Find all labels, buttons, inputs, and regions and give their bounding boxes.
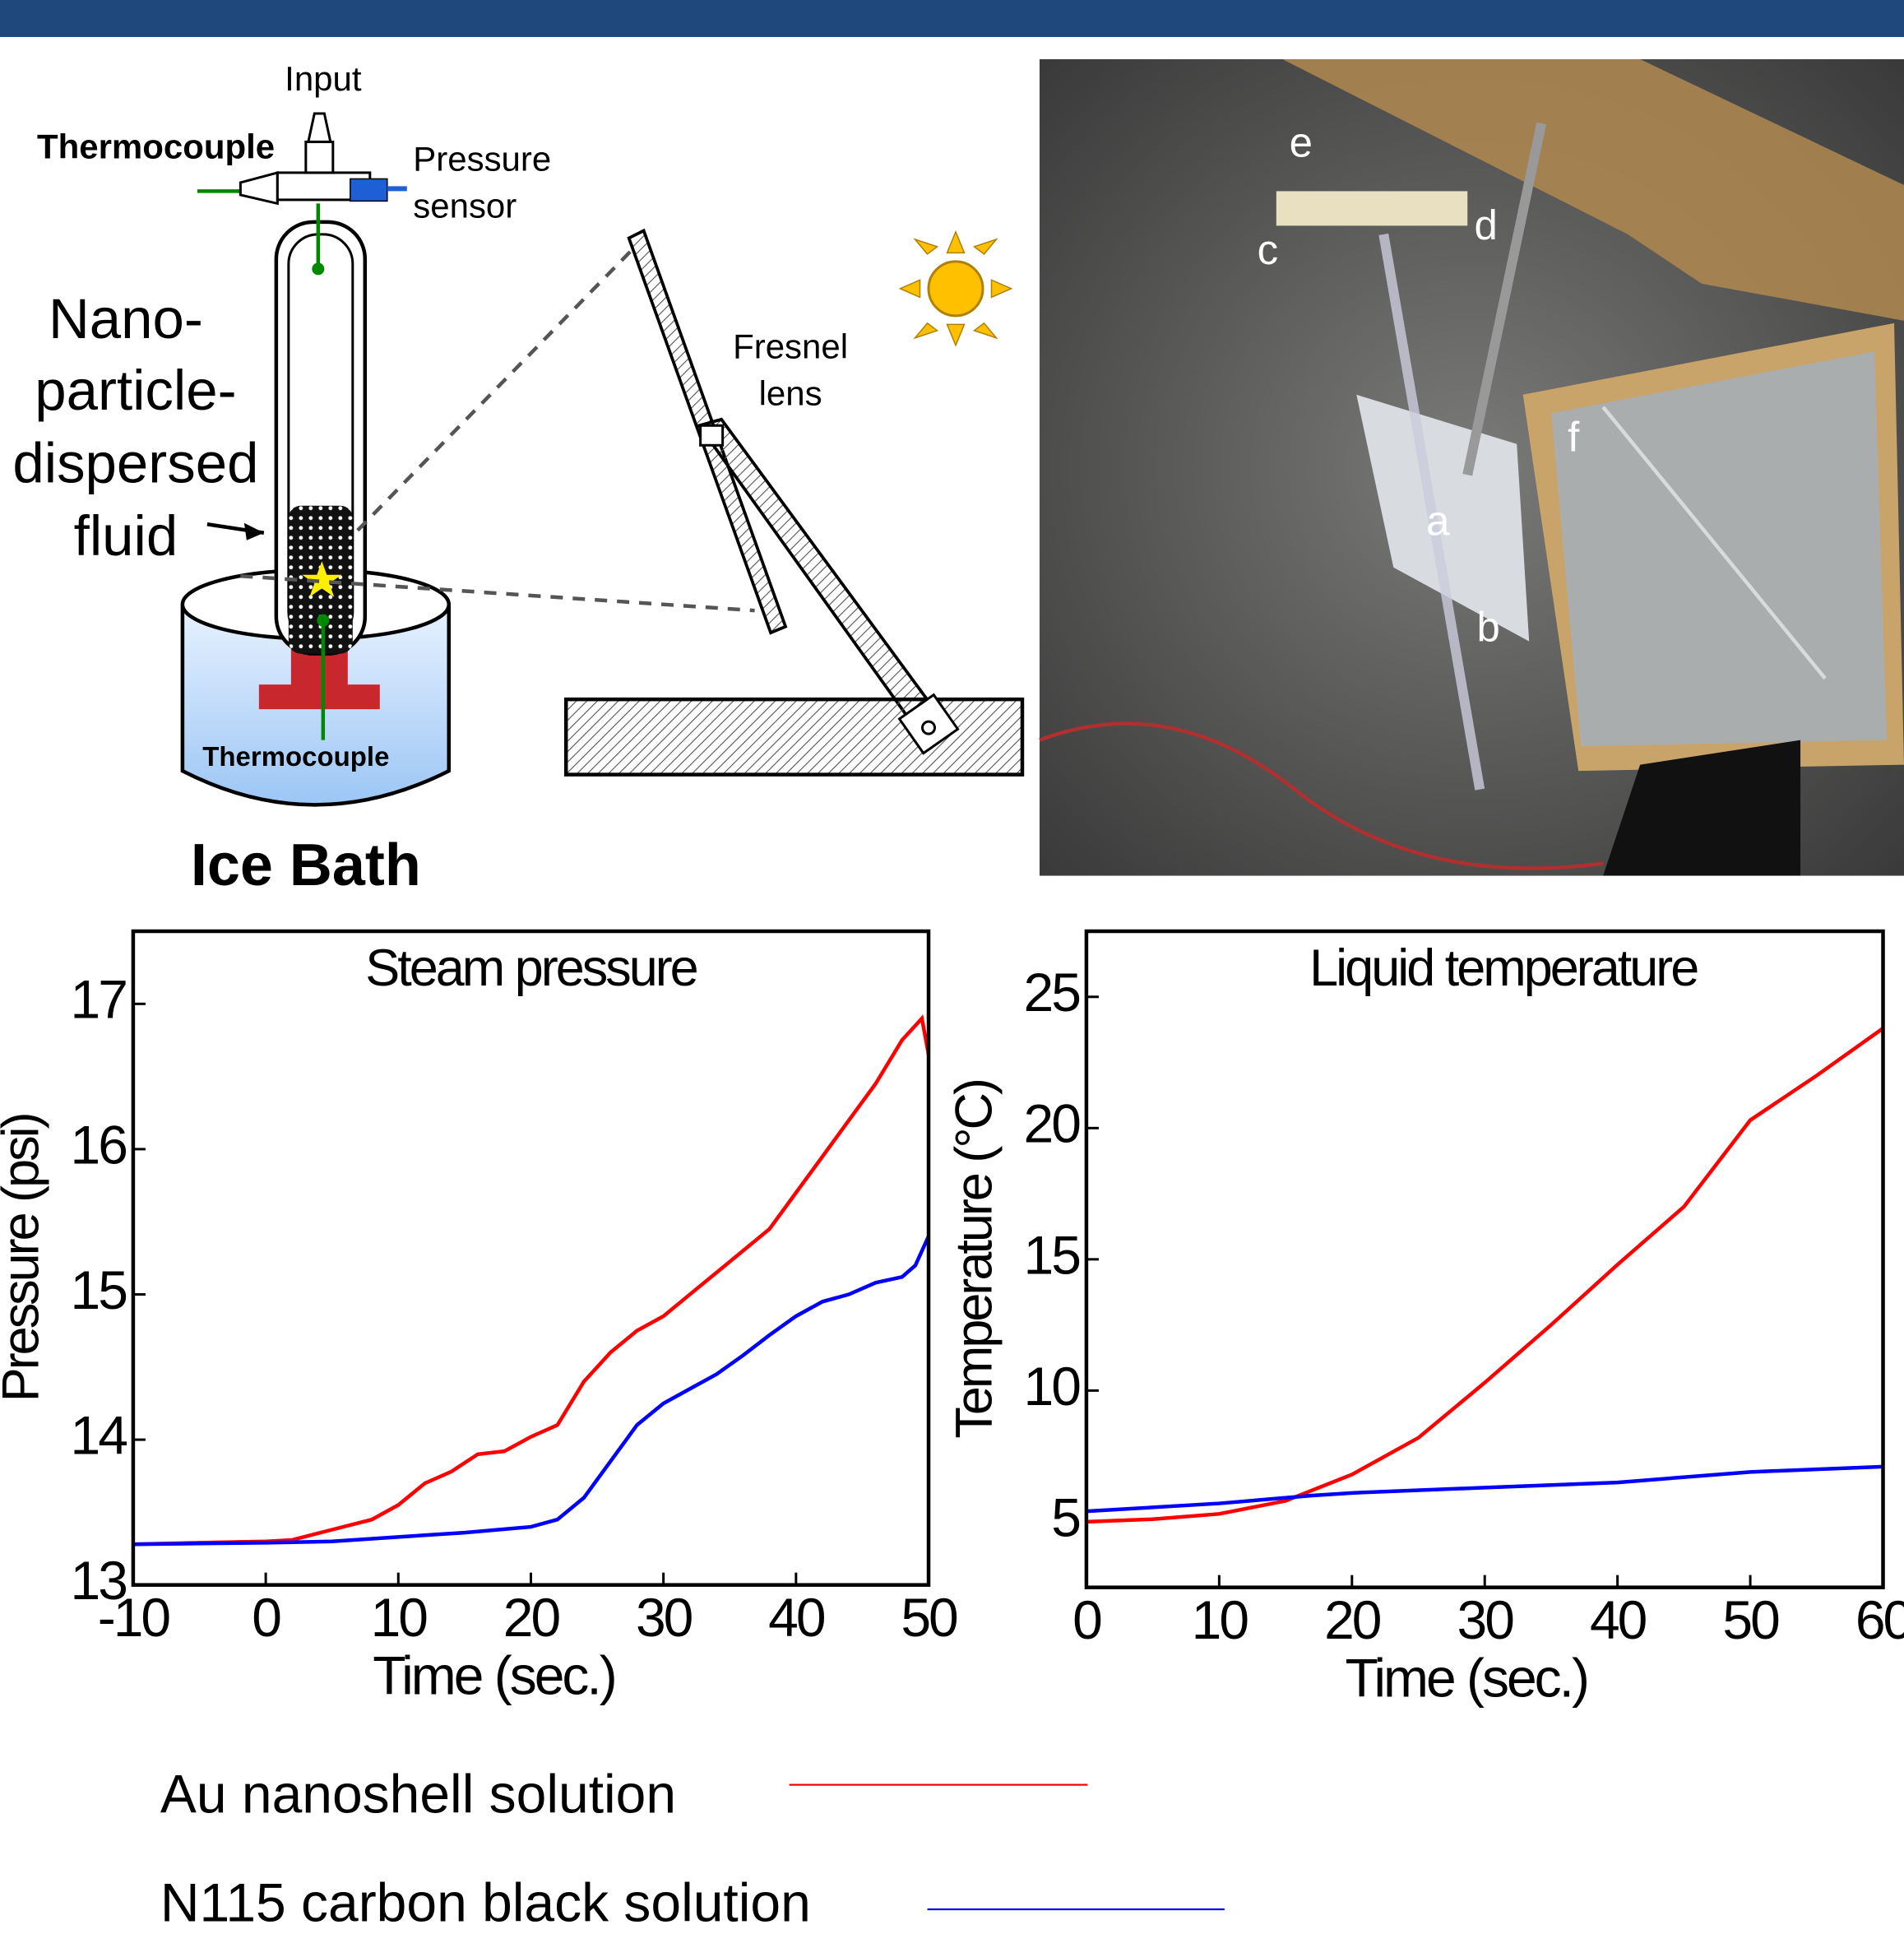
diagram-label: Pressure [413,140,551,179]
x-tick-label: 10 [1192,1589,1248,1650]
x-tick-label: 40 [768,1587,825,1648]
chart-title: Liquid temperature [1309,939,1698,997]
x-tick-label: 0 [252,1587,280,1648]
legend-label: N115 carbon black solution [160,1871,811,1932]
x-tick-label: 30 [1457,1589,1514,1650]
photo [1040,59,1904,876]
x-tick-label: 60 [1855,1589,1904,1650]
x-axis-label: Time (sec.) [1346,1648,1587,1709]
diagram-label: dispersed [12,431,258,494]
data-line [1086,1467,1883,1511]
data-line [133,1018,929,1544]
legend-label: Au nanoshell solution [160,1763,676,1824]
diagram-label: particle- [35,359,236,422]
y-tick-label: 14 [71,1405,127,1466]
photo-label: a [1426,498,1450,545]
diagram-label: Input [285,59,362,98]
y-tick-label: 15 [71,1259,127,1320]
photo-label: e [1290,118,1313,165]
diagram-label: Thermocouple [202,741,389,772]
photo-label: d [1475,202,1498,248]
photo-label: c [1258,226,1278,273]
diagram-label: Ice Bath [191,833,421,898]
diagram-label: Fresnel [733,327,848,365]
apparatus-diagram [183,114,1022,805]
page: {"diagram":{"input":"Input","thermocoupl… [0,0,1904,1934]
data-line [1086,1028,1883,1522]
y-tick-label: 16 [71,1114,127,1175]
diagram-label: fluid [74,504,178,568]
y-tick-label: 20 [1024,1093,1081,1154]
diagram-label: Thermocouple [37,128,275,166]
photo-label: f [1568,414,1580,461]
x-tick-label: -10 [98,1587,170,1648]
y-axis-label: Pressure (psi) [0,1114,50,1402]
x-tick-label: 40 [1590,1589,1647,1650]
x-tick-label: 10 [371,1587,428,1648]
chart-title: Steam pressure [365,939,697,997]
x-tick-label: 0 [1072,1589,1101,1650]
x-tick-label: 50 [1722,1589,1779,1650]
y-tick-label: 25 [1024,962,1080,1023]
data-line [133,1236,929,1544]
x-tick-label: 20 [503,1587,560,1648]
diagram-label: lens [759,373,822,412]
x-tick-label: 50 [901,1587,957,1648]
y-tick-label: 15 [1024,1224,1080,1285]
y-tick-label: 17 [71,969,127,1030]
y-tick-label: 10 [1024,1356,1081,1417]
x-tick-label: 30 [636,1587,693,1648]
x-axis-label: Time (sec.) [373,1645,614,1706]
diagram-label: Nano- [49,287,203,350]
figure: Input Thermocouple Pressure sensor Nano-… [0,0,1904,1934]
y-axis-label: Temperature (°C) [946,1080,1003,1439]
y-tick-label: 5 [1051,1486,1079,1547]
diagram-label: sensor [413,186,517,225]
plot-frame [133,931,929,1585]
x-tick-label: 20 [1324,1589,1381,1650]
header-bar [0,0,1904,37]
photo-label: b [1477,604,1500,651]
